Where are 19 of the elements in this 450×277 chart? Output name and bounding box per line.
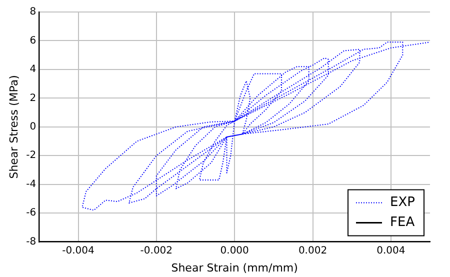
y-tick-label: -2: [26, 150, 36, 162]
y-tick-label: 4: [30, 64, 36, 76]
x-tick-label: -0.004: [62, 245, 94, 256]
y-tick-label: 8: [30, 6, 36, 18]
x-tick-label: 0.002: [298, 245, 328, 256]
y-tick-label: -6: [26, 208, 36, 219]
y-tick-label: -8: [26, 236, 36, 248]
y-tick-label: 2: [30, 92, 36, 104]
y-tick-label: 6: [30, 35, 36, 46]
x-tick-label: 0.004: [376, 245, 406, 256]
y-tick-label: 0: [30, 121, 36, 132]
x-tick-label: 0.000: [220, 245, 249, 256]
y-tick-label: -4: [26, 178, 36, 190]
legend-label: EXP: [390, 195, 416, 210]
x-axis-title: Shear Strain (mm/mm): [171, 261, 298, 274]
line-series: [82, 42, 430, 211]
y-axis-title: Shear Stress (MPa): [7, 75, 20, 179]
x-tick-label: -0.002: [140, 245, 173, 256]
legend-label: FEA: [390, 215, 415, 230]
